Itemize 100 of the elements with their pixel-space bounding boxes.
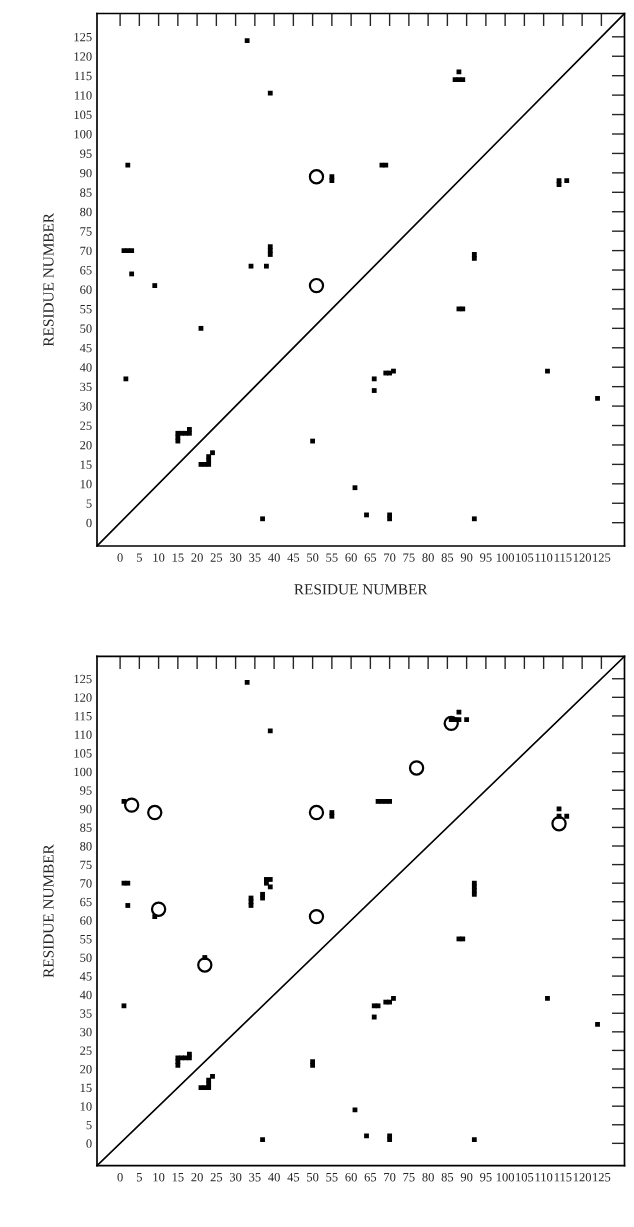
x-tick-label: 35 [249,553,261,562]
x-tick-label: 105 [516,553,534,562]
x-tick-label: 85 [441,1172,454,1182]
y-tick-label: 45 [79,343,92,353]
y-tick-label: 20 [80,440,92,450]
y-tick-label: 100 [74,767,92,777]
y-tick-label: 80 [80,842,92,851]
x-tick-label: 50 [307,553,319,562]
x-tick-label: 10 [153,553,165,562]
y-tick-label: 70 [80,246,92,256]
y-tick-label: 110 [74,730,92,739]
y-tick-label: 5 [86,499,92,508]
x-tick-label: 25 [210,1172,223,1182]
x-tick-label: 120 [573,1172,592,1182]
y-tick-label: 45 [79,972,92,981]
y-tick-label: 105 [74,110,92,120]
y-tick-label: 105 [74,749,92,758]
x-tick-label: 20 [191,1172,203,1182]
x-tick-label: 40 [268,553,280,562]
y-tick-label: 10 [80,479,92,489]
y-tick-label: 65 [80,266,92,275]
x-tick-label: 80 [422,1172,434,1182]
x-tick-label: 60 [345,553,357,562]
x-tick-label: 65 [364,553,377,562]
x-tick-label: 100 [496,1172,515,1182]
y-tick-label: 50 [80,953,92,962]
y-tick-label: 80 [80,207,92,217]
y-tick-label: 60 [80,916,92,925]
x-tick-label: 45 [287,1173,300,1182]
y-tick-label: 30 [80,402,92,411]
y-tick-label: 5 [86,1120,92,1130]
y-tick-label: 110 [74,91,92,100]
x-tick-label: 90 [460,553,473,562]
x-tick-label: 120 [573,553,592,562]
y-tick-label: 40 [79,990,92,1000]
x-tick-label: 85 [441,553,454,562]
y-tick-label: 10 [80,1102,92,1111]
x-tick-label: 75 [403,1173,415,1182]
x-tick-label: 45 [287,553,300,562]
x-tick-label: 95 [480,553,492,562]
y-tick-label: 85 [80,823,92,832]
y-tick-label: 40 [79,363,92,372]
y-tick-label: 15 [80,460,92,469]
x-tick-label: 75 [403,553,415,562]
x-tick-label: 95 [480,1172,492,1182]
x-tick-label: 30 [229,1172,242,1182]
x-tick-label: 30 [229,553,242,562]
x-tick-label: 10 [153,1172,165,1182]
x-tick-label: 125 [593,553,611,562]
x-tick-label: 80 [422,553,434,562]
x-axis-title: RESIDUE NUMBER [294,584,428,595]
y-tick-label: 75 [80,860,92,870]
y-tick-label: 0 [86,518,92,528]
y-tick-label: 20 [80,1065,92,1074]
y-tick-label: 65 [80,897,92,907]
x-tick-label: 0 [117,553,123,562]
x-tick-label: 115 [554,553,572,562]
x-tick-label: 70 [384,1172,396,1182]
y-tick-label: 120 [74,693,92,702]
y-tick-label: 30 [80,1027,92,1037]
x-tick-label: 25 [210,553,223,562]
x-tick-label: 125 [593,1172,611,1182]
y-tick-label: 35 [80,382,92,392]
y-tick-label: 120 [74,52,92,61]
x-tick-label: 110 [535,553,553,562]
y-tick-label: 25 [80,1046,92,1055]
x-tick-label: 70 [384,553,396,562]
y-tick-label: 95 [80,786,92,795]
y-tick-label: 50 [80,324,92,333]
y-tick-label: 15 [80,1083,92,1093]
y-tick-label: 0 [86,1139,92,1148]
x-tick-label: 15 [172,1173,184,1182]
y-axis-title: RESIDUE NUMBER [43,844,54,978]
x-tick-label: 20 [191,553,203,562]
y-tick-label: 125 [74,32,92,42]
y-tick-label: 75 [80,227,92,236]
y-tick-label: 60 [80,285,92,294]
y-tick-label: 25 [80,421,92,430]
y-tick-label: 35 [80,1009,92,1018]
y-tick-label: 115 [74,712,92,721]
y-tick-label: 90 [80,804,92,814]
x-tick-label: 105 [516,1172,534,1182]
x-tick-label: 115 [554,1173,572,1182]
x-tick-label: 65 [364,1172,377,1182]
x-tick-label: 100 [496,553,515,562]
y-tick-label: 100 [74,130,92,139]
x-tick-label: 5 [136,553,142,562]
x-tick-label: 55 [326,1173,338,1182]
x-tick-label: 40 [268,1172,280,1182]
y-axis-title: RESIDUE NUMBER [43,212,54,347]
x-tick-label: 60 [345,1172,357,1182]
y-tick-label: 55 [80,305,92,314]
y-tick-label: 95 [80,149,92,158]
y-tick-label: 55 [80,935,92,944]
x-tick-label: 110 [535,1172,553,1182]
y-tick-label: 90 [80,168,92,178]
x-tick-label: 90 [460,1172,473,1182]
x-tick-label: 5 [136,1173,142,1182]
y-tick-label: 125 [74,674,92,684]
x-tick-label: 15 [172,553,184,562]
